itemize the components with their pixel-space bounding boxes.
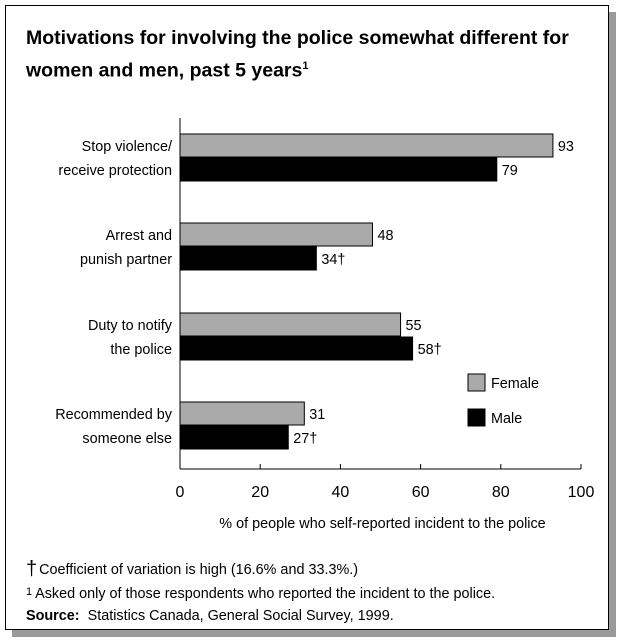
category-label: Duty to notify the police: [88, 318, 173, 358]
title-footnote-mark: 1: [302, 60, 309, 72]
chart-title: Motivations for involving the police som…: [26, 27, 569, 82]
dagger-symbol: †: [26, 558, 38, 580]
data-label: 55: [406, 318, 422, 334]
category-label-line: punish partner: [80, 252, 172, 268]
source-label: Source:: [26, 608, 80, 624]
data-label: 48: [377, 228, 393, 244]
category-label-line: receive protection: [58, 163, 172, 179]
bar-male: [179, 336, 414, 361]
data-label: 93: [558, 139, 574, 155]
data-label: 27†: [293, 431, 317, 447]
source-text: Statistics Canada, General Social Survey…: [87, 608, 394, 624]
bar-female: [179, 133, 554, 158]
bar-chart: 0 20 40 60 80 100 % of people who self-reporte…: [55, 118, 595, 532]
data-label: 31: [309, 407, 325, 423]
footnote-text: Asked only of those respondents who repo…: [35, 586, 496, 602]
category-label-line: someone else: [82, 431, 172, 447]
legend-swatch-male: [467, 408, 486, 427]
category-label-line: Recommended by: [55, 407, 173, 423]
x-tick-label: 20: [251, 484, 269, 501]
x-tick-label: 40: [332, 484, 350, 501]
x-tick-label: 80: [492, 484, 510, 501]
x-axis-title: % of people who self-reported incident t…: [219, 516, 545, 532]
category-label-line: Duty to notify: [88, 318, 173, 334]
bar-male: [179, 425, 289, 450]
bar-male: [179, 246, 317, 271]
footnote-mark: 1: [26, 586, 33, 598]
chart-notes: † Coefficient of variation is high (16.6%…: [26, 558, 611, 627]
data-label: 34†: [321, 252, 345, 268]
category-label-line: Stop violence/: [82, 139, 172, 155]
source-note: Source: Statistics Canada, General Socia…: [26, 605, 611, 627]
legend-label: Male: [491, 411, 522, 427]
category-label: Stop violence/receive protection: [58, 139, 172, 179]
bar-male: [179, 157, 498, 182]
data-label: 58†: [418, 342, 442, 358]
dagger-note: † Coefficient of variation is high (16.6%…: [26, 558, 611, 581]
category-label-line: the police: [110, 342, 172, 358]
data-label: 79: [502, 163, 518, 179]
x-tick-label: 100: [568, 484, 595, 501]
bar-female: [179, 222, 373, 247]
bar-female: [179, 401, 305, 426]
x-tick-label: 0: [176, 484, 185, 501]
x-tick-label: 60: [412, 484, 430, 501]
bar-female: [179, 312, 402, 337]
category-label: Recommended by someone else: [55, 407, 173, 447]
category-label: Arrest and punish partner: [80, 228, 172, 268]
dagger-note-text: Coefficient of variation is high (16.6% …: [39, 562, 359, 578]
legend-swatch-female: [467, 373, 486, 392]
legend-label: Female: [491, 376, 539, 392]
category-label-line: Arrest and: [106, 228, 172, 244]
footnote-1: 1 Asked only of those respondents who rep…: [26, 581, 611, 605]
